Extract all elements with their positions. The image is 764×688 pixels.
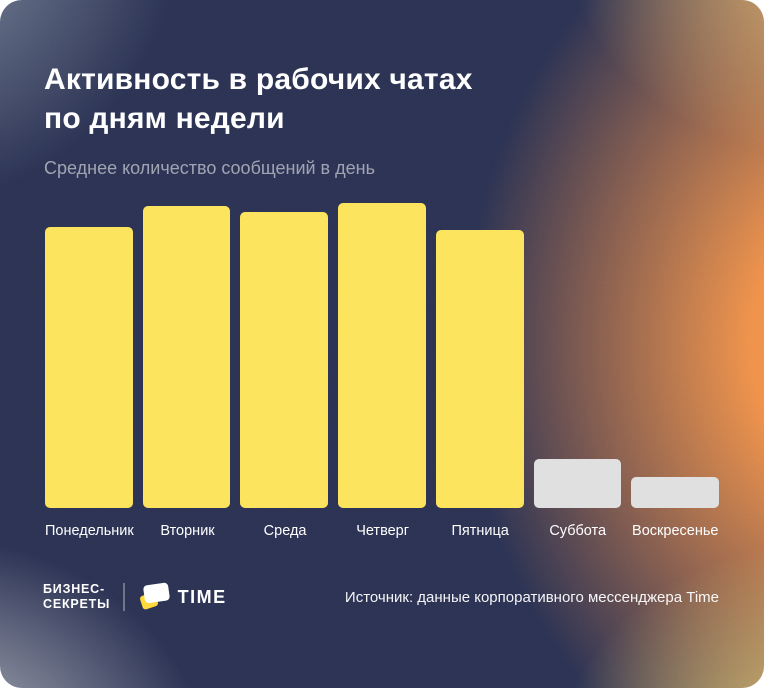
bars-row xyxy=(45,203,720,508)
bar-column xyxy=(45,203,133,508)
time-messenger-icon xyxy=(139,582,170,610)
bar xyxy=(435,230,524,508)
bar xyxy=(533,459,622,508)
bar-column xyxy=(338,203,426,508)
footer: БИЗНЕС- СЕКРЕТЫ TIME Источник: данные ко… xyxy=(43,577,719,617)
page-title: Активность в рабочих чатах по дням недел… xyxy=(44,63,473,135)
business-secrets-logo: БИЗНЕС- СЕКРЕТЫ xyxy=(43,582,110,612)
chart-subtitle: Среднее количество сообщений в день xyxy=(44,158,375,178)
bar xyxy=(338,203,426,508)
bar-label: Среда xyxy=(263,523,307,539)
time-logo-label: TIME xyxy=(177,586,227,607)
labels-row: Понедельник Вторник Среда Четверг Пятница Суб… xyxy=(45,523,719,539)
bar xyxy=(631,477,720,508)
bar-column xyxy=(631,203,720,508)
bar-label: Вторник xyxy=(160,523,215,539)
bar-chart: Понедельник Вторник Среда Четверг Пятница Суб… xyxy=(45,203,720,539)
bar-label: Суббота xyxy=(549,523,607,539)
bar-column xyxy=(435,203,524,508)
business-secrets-line1: БИЗНЕС- xyxy=(43,582,105,596)
brand-group: БИЗНЕС- СЕКРЕТЫ TIME xyxy=(43,582,227,612)
logo-divider xyxy=(123,583,125,611)
bar-column xyxy=(240,203,329,508)
bar-label: Воскресенье xyxy=(632,523,719,539)
bar xyxy=(45,227,133,508)
source-note: Источник: данные корпоративного мессендж… xyxy=(344,588,719,606)
bar-label: Четверг xyxy=(356,523,410,539)
bar xyxy=(240,212,329,508)
bar-label: Понедельник xyxy=(45,523,134,539)
bar-column xyxy=(533,203,622,508)
bar-label: Пятница xyxy=(451,523,509,539)
bar-column xyxy=(142,203,231,508)
bar xyxy=(142,206,231,508)
header: Активность в рабочих чатах по дням недел… xyxy=(44,60,720,179)
business-secrets-line2: СЕКРЕТЫ xyxy=(43,597,111,611)
time-logo: TIME xyxy=(138,582,227,612)
